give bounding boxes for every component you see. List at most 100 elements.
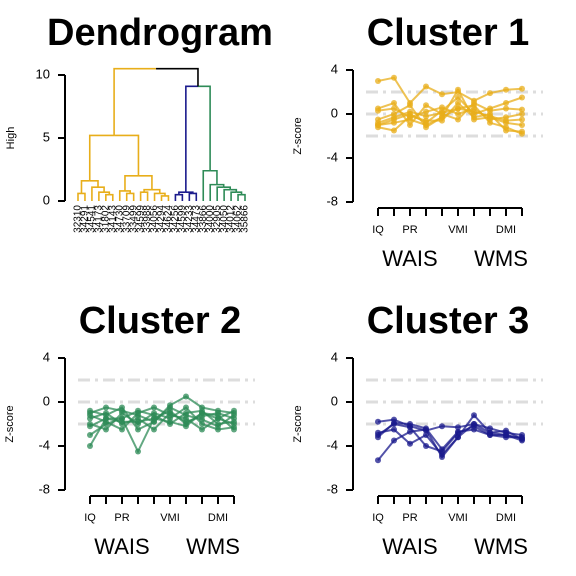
leaf-label: 34624 — [163, 205, 174, 233]
x-tick-label: IQ — [372, 512, 384, 524]
data-point — [391, 119, 397, 126]
data-point — [167, 404, 173, 411]
data-point — [455, 116, 461, 123]
data-point — [487, 111, 493, 117]
dendrogram-link — [160, 195, 165, 201]
dendrogram-link — [178, 193, 184, 201]
dendrogram-link — [81, 192, 86, 201]
dendrogram-link — [151, 188, 161, 194]
x-tick-label: DMI — [496, 512, 516, 524]
dendrogram-link — [88, 134, 115, 181]
panel: Cluster 2 Z-score -8 -4 0 4 IQ PR VMI DMI WAIS WMS — [4, 300, 255, 559]
dendrogram-link — [124, 175, 139, 191]
dendrogram-link — [185, 191, 194, 194]
dendrogram-link — [113, 67, 157, 136]
leaf-label: 34294 — [156, 205, 167, 233]
data-point — [503, 105, 509, 112]
dendrogram-link — [156, 67, 199, 87]
x-tick-label: DMI — [208, 512, 228, 524]
y-tick-label: 0 — [43, 393, 50, 408]
leaf-label: 34473 — [191, 205, 202, 233]
y-axis-label: Z-score — [292, 405, 304, 442]
y-tick-label: 5 — [43, 129, 50, 144]
data-point — [423, 102, 429, 109]
y-tick-label: -8 — [326, 481, 338, 496]
y-tick-label: -8 — [326, 193, 338, 208]
data-point — [375, 119, 381, 126]
data-point — [103, 404, 109, 411]
data-point — [151, 404, 157, 411]
data-point — [183, 393, 189, 400]
y-tick-label: 0 — [331, 393, 338, 408]
dendrogram-link — [178, 191, 186, 195]
dendrogram-link — [185, 85, 198, 193]
x-tick-label: PR — [114, 512, 129, 524]
y-tick-label: 0 — [331, 105, 338, 120]
dendrogram-link — [209, 183, 217, 201]
chart-title: Cluster 3 — [367, 300, 530, 342]
data-point — [199, 416, 205, 423]
data-point — [455, 428, 461, 435]
data-point — [183, 423, 189, 430]
y-tick-label: 4 — [331, 349, 338, 364]
data-point — [167, 418, 173, 425]
x-tick-label: PR — [402, 224, 417, 236]
leaf-label: 34173 — [94, 205, 105, 233]
data-point — [423, 108, 429, 115]
series-line — [89, 406, 235, 431]
data-point — [471, 421, 477, 427]
dendrogram-link — [237, 193, 242, 201]
leaf-label: 34233 — [184, 205, 195, 233]
chart-title: Cluster 1 — [367, 12, 530, 54]
series-line — [89, 406, 235, 431]
data-point — [151, 415, 157, 422]
leaf-label: 32905 — [212, 205, 223, 233]
data-point — [455, 86, 461, 93]
data-point — [135, 418, 141, 425]
data-point — [519, 122, 525, 128]
data-point — [455, 94, 461, 101]
data-point — [439, 446, 445, 453]
data-point — [87, 423, 93, 430]
data-point — [391, 100, 397, 106]
data-point — [487, 90, 493, 97]
data-point — [439, 91, 445, 98]
data-point — [423, 113, 429, 120]
x-group-label: WMS — [186, 534, 240, 559]
data-point — [455, 105, 461, 112]
dendrogram-link — [197, 85, 211, 171]
leaf-label: 33709 — [121, 205, 132, 233]
dendrogram-link — [202, 169, 211, 201]
dendrogram-link — [241, 193, 246, 201]
dendrogram-link — [143, 188, 152, 193]
chart-title: Cluster 2 — [79, 300, 242, 342]
data-point — [487, 119, 493, 126]
x-group-label: WMS — [474, 246, 528, 271]
dendrogram-link — [91, 186, 99, 201]
data-point — [375, 429, 381, 436]
dendrogram-link — [153, 192, 160, 201]
data-point — [231, 418, 237, 425]
data-point — [487, 425, 493, 432]
data-point — [199, 421, 205, 427]
data-point — [151, 426, 157, 433]
dendrogram-link — [98, 186, 105, 193]
data-point — [135, 448, 141, 455]
data-point — [423, 117, 429, 124]
data-point — [87, 407, 93, 414]
data-point — [199, 426, 205, 433]
data-point — [487, 432, 493, 438]
data-point — [439, 423, 445, 430]
data-point — [519, 111, 525, 117]
data-point — [391, 426, 397, 433]
leaf-label: 35866 — [240, 205, 251, 233]
dendrogram-link — [159, 192, 166, 196]
data-point — [439, 109, 445, 116]
data-point — [407, 102, 413, 109]
data-point — [471, 412, 477, 419]
data-point — [391, 74, 397, 81]
data-point — [455, 424, 461, 431]
leaf-label: 32310 — [73, 205, 84, 233]
data-point — [423, 425, 429, 432]
series-line — [377, 421, 523, 451]
